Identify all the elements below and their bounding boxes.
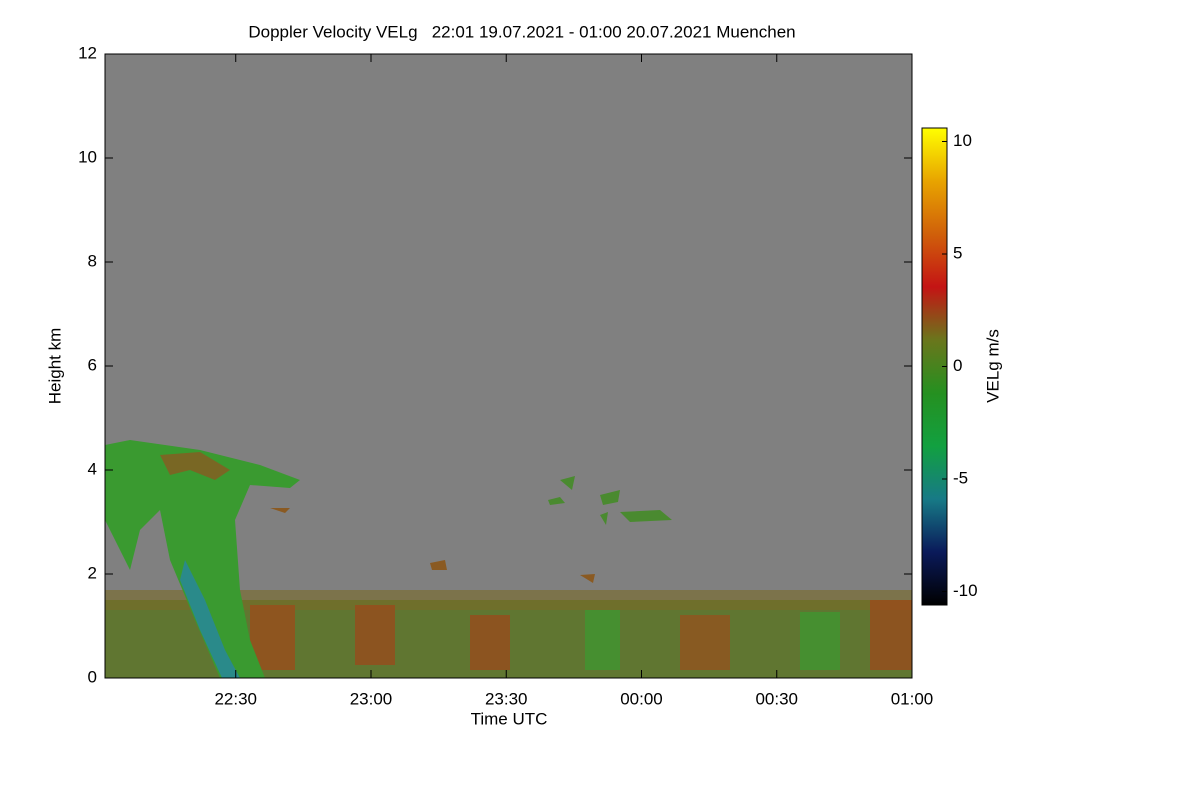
y-tick-label: 6: [88, 355, 97, 374]
echo-blobs: [270, 508, 595, 583]
echo-patch: [355, 605, 395, 665]
x-tick-label: 00:00: [620, 689, 663, 708]
chart-title: Doppler Velocity VELg 22:01 19.07.2021 -…: [248, 22, 795, 41]
echo-patch: [870, 600, 912, 670]
x-tick-label: 22:30: [214, 689, 257, 708]
plume-core: [180, 560, 240, 678]
boundary-layer-top: [105, 590, 912, 610]
colorbar-tick-label: -10: [953, 581, 978, 600]
colorbar-tick-label: 5: [953, 243, 962, 262]
x-axis-label: Time UTC: [471, 709, 548, 728]
echo-patch: [585, 610, 620, 670]
x-tick-label: 00:30: [755, 689, 798, 708]
echo-patch: [680, 615, 730, 670]
plume-top: [160, 452, 230, 480]
echo-patch: [470, 615, 510, 670]
y-axis-label: Height km: [45, 328, 64, 405]
plot-background: [105, 54, 912, 678]
colorbar-tick-label: 0: [953, 356, 962, 375]
echo-blobs: [548, 476, 672, 525]
colorbar-tick-label: 10: [953, 131, 972, 150]
plume: [105, 440, 300, 678]
x-tick-label: 23:30: [485, 689, 528, 708]
y-tick-label: 12: [78, 43, 97, 62]
echo-patch: [800, 612, 840, 670]
y-tick-label: 10: [78, 147, 97, 166]
x-tick-label: 01:00: [891, 689, 934, 708]
y-tick-label: 4: [88, 459, 97, 478]
echo-field: [105, 440, 912, 678]
y-tick-label: 0: [88, 667, 97, 686]
colorbar-tick-label: -5: [953, 468, 968, 487]
colorbar-label: VELg m/s: [983, 329, 1002, 403]
x-tick-label: 23:00: [350, 689, 393, 708]
y-tick-label: 2: [88, 563, 97, 582]
y-tick-label: 8: [88, 251, 97, 270]
